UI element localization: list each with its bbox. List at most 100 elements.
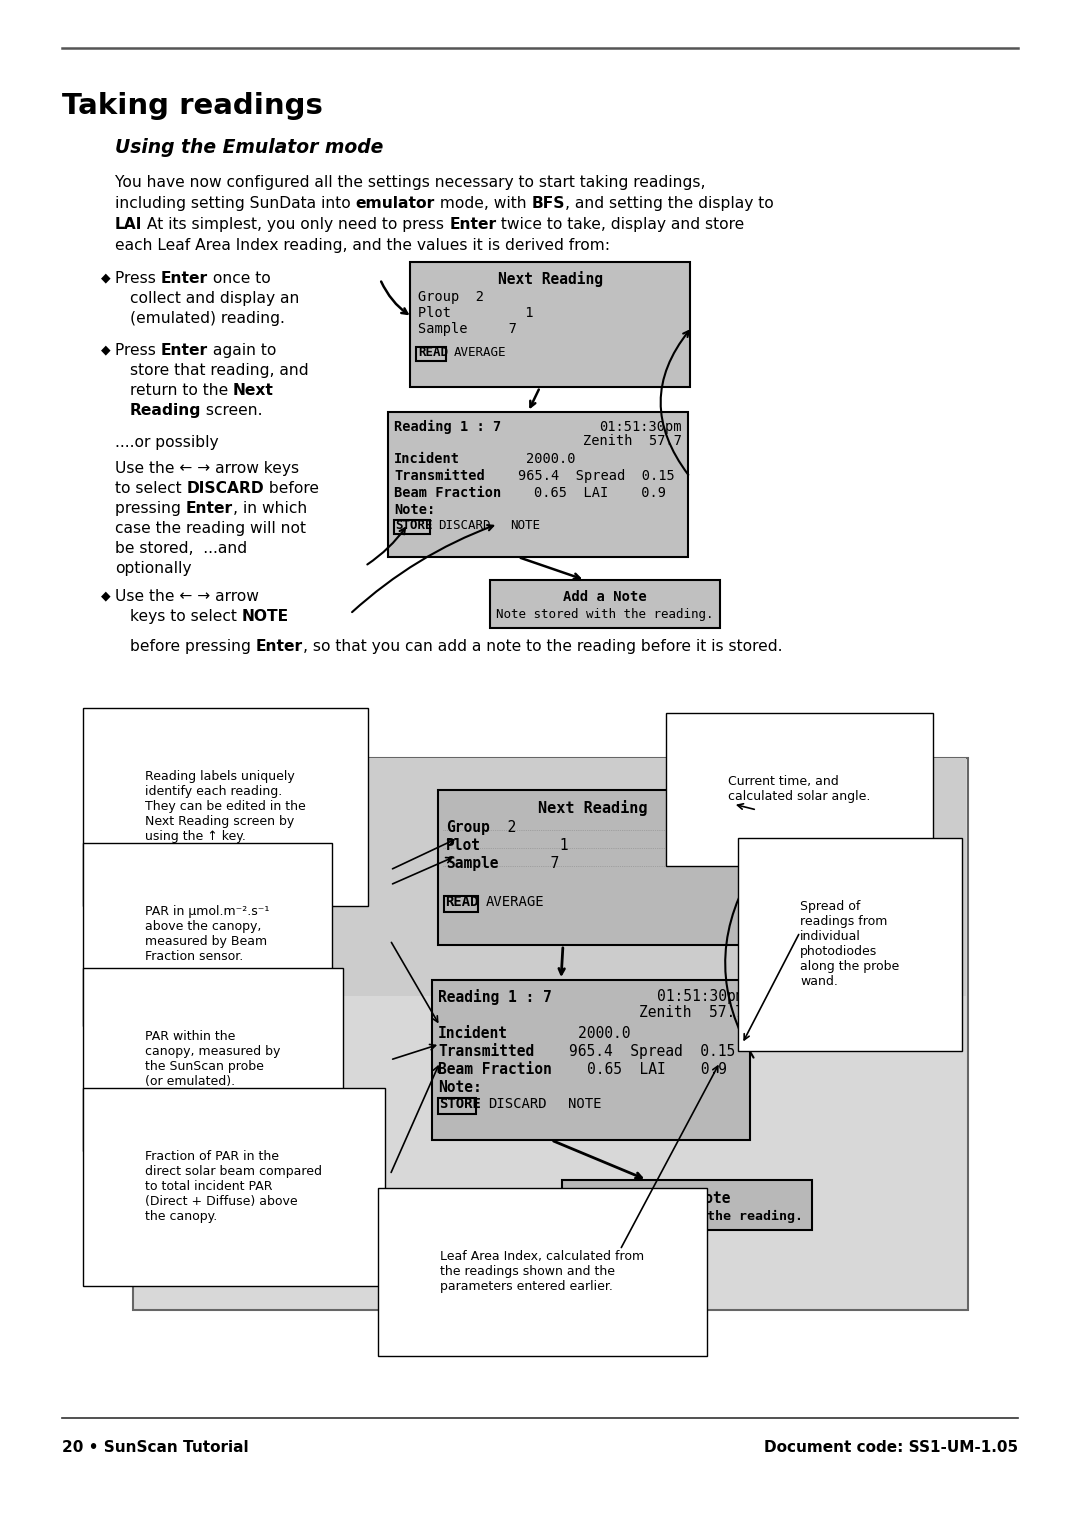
Text: NOTE: NOTE: [242, 610, 288, 623]
Text: Add a Note: Add a Note: [644, 1190, 731, 1206]
Text: Use the ← → arrow: Use the ← → arrow: [114, 588, 259, 604]
Text: Add a Note: Add a Note: [563, 590, 647, 604]
Bar: [394, 520, 430, 533]
Text: 7: 7: [499, 856, 559, 871]
Text: Group  2: Group 2: [418, 290, 484, 304]
Text: ◆: ◆: [102, 342, 110, 356]
Text: Enter: Enter: [256, 639, 302, 654]
Bar: [490, 581, 720, 628]
Text: (emulated) reading.: (emulated) reading.: [130, 312, 285, 325]
Text: , so that you can add a note to the reading before it is stored.: , so that you can add a note to the read…: [302, 639, 782, 654]
Text: Group: Group: [446, 821, 489, 834]
Text: NOTE: NOTE: [568, 1097, 602, 1111]
Text: At its simplest, you only need to press: At its simplest, you only need to press: [143, 217, 449, 232]
Text: Enter: Enter: [449, 217, 497, 232]
Text: Sample: Sample: [446, 856, 499, 871]
Text: pressing: pressing: [114, 501, 186, 516]
Text: , in which: , in which: [233, 501, 307, 516]
Text: to select: to select: [114, 481, 187, 497]
Text: Use the ← → arrow keys: Use the ← → arrow keys: [114, 461, 299, 477]
Text: before: before: [265, 481, 319, 497]
Text: DISCARD: DISCARD: [438, 520, 490, 532]
Bar: [438, 1099, 476, 1114]
Text: case the reading will not: case the reading will not: [114, 521, 306, 536]
Text: including setting SunData into: including setting SunData into: [114, 196, 355, 211]
Text: Enter: Enter: [186, 501, 233, 516]
Text: Plot         1: Plot 1: [418, 306, 534, 319]
Text: STORE: STORE: [438, 1097, 481, 1111]
Text: Document code: SS1-UM-1.05: Document code: SS1-UM-1.05: [764, 1439, 1018, 1455]
Text: PAR within the
canopy, measured by
the SunScan probe
(or emulated).: PAR within the canopy, measured by the S…: [145, 1030, 281, 1088]
Text: Using the Emulator mode: Using the Emulator mode: [114, 138, 383, 157]
Text: Reading: Reading: [130, 403, 201, 419]
Bar: [432, 979, 750, 1140]
Text: Press: Press: [114, 342, 161, 358]
Text: Zenith  57.7: Zenith 57.7: [583, 434, 681, 448]
Text: READ: READ: [445, 895, 478, 909]
Text: 0.65  LAI    0.9: 0.65 LAI 0.9: [501, 486, 666, 500]
Text: collect and display an: collect and display an: [130, 290, 299, 306]
Text: Note:: Note:: [438, 1080, 482, 1096]
Text: Note:: Note:: [394, 503, 435, 516]
Text: Spread of
readings from
individual
photodiodes
along the probe
wand.: Spread of readings from individual photo…: [800, 900, 900, 989]
Text: LAI: LAI: [114, 217, 143, 232]
Text: Next Reading: Next Reading: [498, 270, 603, 287]
Bar: [133, 758, 968, 1309]
Text: 2000.0: 2000.0: [460, 452, 576, 466]
Text: emulator: emulator: [355, 196, 435, 211]
Text: keys to select: keys to select: [130, 610, 242, 623]
Text: DISCARD: DISCARD: [488, 1097, 546, 1111]
Text: 2000.0: 2000.0: [508, 1025, 631, 1041]
Text: before pressing: before pressing: [130, 639, 256, 654]
Text: Next Reading: Next Reading: [538, 801, 648, 816]
Text: Note stored with the reading.: Note stored with the reading.: [496, 608, 714, 620]
Text: Fraction of PAR in the
direct solar beam compared
to total incident PAR
(Direct : Fraction of PAR in the direct solar beam…: [145, 1151, 322, 1222]
Text: Sample     7: Sample 7: [418, 322, 517, 336]
Text: DISCARD: DISCARD: [187, 481, 265, 497]
Text: Leaf Area Index, calculated from
the readings shown and the
parameters entered e: Leaf Area Index, calculated from the rea…: [440, 1250, 644, 1293]
Bar: [444, 895, 478, 912]
Text: 965.4  Spread  0.15: 965.4 Spread 0.15: [535, 1044, 735, 1059]
Text: 2: 2: [489, 821, 516, 834]
Text: Reading labels uniquely
identify each reading.
They can be edited in the
Next Re: Reading labels uniquely identify each re…: [145, 770, 306, 843]
Bar: [135, 758, 966, 996]
Text: 0.65  LAI    0.9: 0.65 LAI 0.9: [552, 1062, 727, 1077]
Text: You have now configured all the settings necessary to start taking readings,: You have now configured all the settings…: [114, 176, 705, 189]
Text: Next: Next: [233, 384, 274, 397]
Text: READ: READ: [418, 345, 448, 359]
Text: Enter: Enter: [161, 342, 207, 358]
Text: ◆: ◆: [102, 588, 110, 602]
Bar: [410, 261, 690, 387]
Text: 1: 1: [481, 837, 568, 853]
Text: again to: again to: [207, 342, 276, 358]
Text: ....or possibly: ....or possibly: [114, 435, 218, 451]
Text: 01:51:30pm: 01:51:30pm: [657, 989, 744, 1004]
Text: STORE: STORE: [395, 520, 432, 532]
Text: BFS: BFS: [531, 196, 565, 211]
Bar: [416, 347, 446, 361]
Text: Incident: Incident: [438, 1025, 508, 1041]
Text: Incident: Incident: [394, 452, 460, 466]
Text: Beam Fraction: Beam Fraction: [394, 486, 501, 500]
Text: return to the: return to the: [130, 384, 233, 397]
Text: Press: Press: [114, 270, 161, 286]
Text: 20 • SunScan Tutorial: 20 • SunScan Tutorial: [62, 1439, 248, 1455]
Text: 965.4  Spread  0.15: 965.4 Spread 0.15: [485, 469, 675, 483]
Text: PAR in μmol.m⁻².s⁻¹
above the canopy,
measured by Beam
Fraction sensor.: PAR in μmol.m⁻².s⁻¹ above the canopy, me…: [145, 905, 269, 963]
Text: Note stored with the reading.: Note stored with the reading.: [571, 1210, 804, 1222]
Text: Plot: Plot: [446, 837, 481, 853]
Text: mode, with: mode, with: [435, 196, 531, 211]
Text: twice to take, display and store: twice to take, display and store: [497, 217, 744, 232]
Text: Reading 1 : 7: Reading 1 : 7: [394, 420, 501, 434]
Text: Reading 1 : 7: Reading 1 : 7: [438, 989, 552, 1005]
Bar: [388, 413, 688, 558]
Text: Beam Fraction: Beam Fraction: [438, 1062, 552, 1077]
Text: AVERAGE: AVERAGE: [454, 345, 507, 359]
Text: be stored,  ...and: be stored, ...and: [114, 541, 247, 556]
Text: Zenith  57.7: Zenith 57.7: [639, 1005, 744, 1021]
Text: Enter: Enter: [161, 270, 207, 286]
Text: Taking readings: Taking readings: [62, 92, 323, 121]
Text: AVERAGE: AVERAGE: [486, 895, 544, 909]
Text: 01:51:30pm: 01:51:30pm: [599, 420, 681, 434]
Text: ◆: ◆: [102, 270, 110, 284]
